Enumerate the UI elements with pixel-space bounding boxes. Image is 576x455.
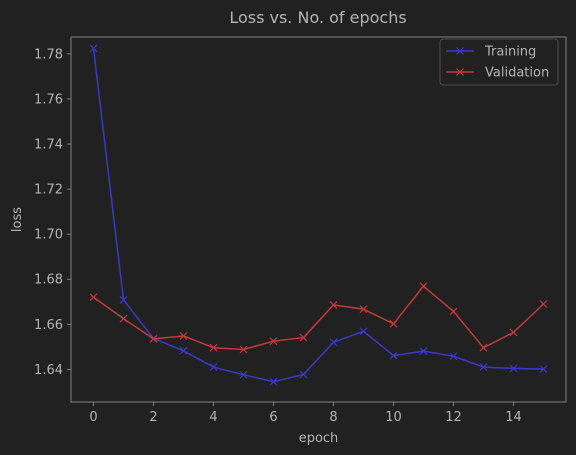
- validation-point: [179, 332, 188, 340]
- training-point: [269, 377, 278, 386]
- training-point: [179, 346, 188, 355]
- x-tick-label: 12: [445, 410, 462, 425]
- y-axis: 1.64 1.66 1.68 1.70 1.72 1.74 1.76 1.78: [34, 47, 71, 378]
- training-point: [539, 365, 548, 374]
- y-tick-label: 1.68: [34, 273, 63, 288]
- validation-point: [539, 300, 548, 308]
- plot-area: [70, 36, 567, 403]
- validation-point: [389, 319, 398, 328]
- y-tick-label: 1.78: [34, 47, 63, 62]
- x-axis-label: epoch: [299, 431, 339, 446]
- x-tick-label: 14: [505, 410, 522, 425]
- training-point: [449, 352, 458, 361]
- x-tick-label: 2: [149, 410, 157, 425]
- validation-point: [119, 314, 128, 323]
- validation-point: [269, 337, 278, 346]
- y-tick-label: 1.64: [34, 363, 63, 378]
- validation-point: [149, 334, 158, 343]
- y-tick-label: 1.66: [34, 318, 63, 333]
- training-point: [329, 338, 338, 347]
- validation-point: [209, 343, 218, 352]
- validation-point: [449, 307, 458, 316]
- x-tick-label: 8: [329, 410, 337, 425]
- legend-marker-training: [456, 47, 464, 55]
- y-tick-label: 1.70: [34, 228, 63, 243]
- legend-item-validation: Validation: [446, 66, 549, 81]
- x-axis: 0 2 4 6 8 10 12 14: [89, 402, 522, 425]
- y-tick-label: 1.74: [34, 138, 63, 153]
- training-line: [92, 48, 544, 383]
- x-tick-label: 6: [269, 410, 277, 425]
- x-tick-label: 10: [385, 410, 402, 425]
- validation-line: [93, 285, 545, 351]
- training-point: [479, 363, 488, 372]
- y-tick-label: 1.72: [34, 183, 63, 198]
- legend: Training Validation: [439, 38, 559, 86]
- training-point: [89, 44, 98, 53]
- validation-point: [299, 333, 308, 342]
- training-point: [419, 347, 428, 356]
- chart-title: Loss vs. No. of epochs: [229, 8, 406, 27]
- validation-point: [89, 293, 98, 302]
- validation-point: [419, 282, 428, 291]
- validation-point: [359, 305, 368, 314]
- series-layer: [89, 44, 548, 386]
- training-point: [509, 364, 518, 373]
- training-point: [209, 363, 218, 372]
- legend-label-validation: Validation: [485, 66, 549, 81]
- validation-point: [479, 343, 488, 352]
- validation-series: [89, 282, 548, 354]
- training-point: [299, 370, 308, 379]
- training-point: [119, 296, 128, 304]
- training-point: [239, 370, 248, 379]
- legend-item-training: Training: [446, 45, 536, 60]
- x-tick-label: 0: [89, 410, 97, 425]
- training-point: [359, 327, 368, 336]
- validation-point: [239, 345, 248, 354]
- validation-point: [329, 300, 338, 309]
- y-tick-label: 1.76: [34, 92, 63, 107]
- legend-marker-validation: [456, 68, 464, 76]
- legend-label-training: Training: [484, 45, 536, 60]
- validation-point: [509, 328, 518, 337]
- y-axis-label: loss: [10, 207, 25, 232]
- x-tick-label: 4: [209, 410, 217, 425]
- training-point: [389, 351, 398, 360]
